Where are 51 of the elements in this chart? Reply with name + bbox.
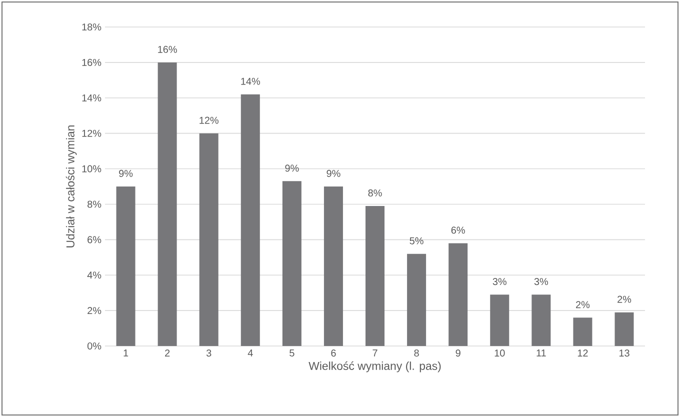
bar [324, 186, 343, 346]
y-tick-label: 8% [88, 200, 102, 208]
x-tick-label: 6 [331, 350, 336, 357]
x-tick-label: 10 [494, 350, 505, 357]
x-axis-title: Wielkość wymiany (l. pas) [308, 361, 441, 372]
y-tick-label: 14% [82, 94, 102, 102]
x-tick-label: 1 [124, 350, 128, 356]
x-tick-label: 13 [619, 350, 630, 357]
x-tick-label: 12 [578, 350, 588, 356]
bar [532, 294, 551, 346]
x-tick-label: 4 [248, 350, 253, 356]
bar [282, 181, 302, 346]
y-tick-label: 12% [82, 130, 102, 137]
y-tick-label: 10% [82, 165, 102, 172]
x-tick-label: 8 [414, 350, 419, 357]
y-tick-label: 0% [87, 342, 102, 350]
data-label: 2% [618, 296, 632, 303]
data-label: 3% [534, 278, 548, 286]
data-label: 12% [200, 116, 218, 124]
bar [366, 206, 385, 346]
data-label: 16% [158, 46, 177, 53]
bar [448, 243, 468, 346]
y-tick-label: 6% [88, 236, 102, 244]
x-tick-label: 5 [290, 350, 294, 356]
y-tick-label: 4% [87, 272, 102, 279]
data-label: 5% [410, 237, 424, 244]
y-tick-label: 18% [82, 23, 102, 31]
data-label: 9% [326, 170, 340, 177]
bar [158, 62, 177, 346]
x-tick-label: 7 [372, 350, 378, 356]
x-tick-label: 2 [165, 350, 170, 356]
y-tick-label: 16% [82, 58, 102, 66]
x-tick-label: 9 [456, 350, 460, 357]
data-label: 9% [119, 170, 133, 177]
bar [490, 294, 510, 346]
data-label: 2% [576, 301, 590, 308]
bar [240, 94, 260, 346]
bar [573, 318, 592, 346]
y-axis-title: Udział w całości wymian [66, 126, 77, 248]
x-tick-label: 11 [536, 350, 546, 356]
bar [407, 254, 426, 346]
x-tick-label: 3 [206, 350, 212, 357]
y-tick-label: 2% [88, 307, 102, 314]
data-label: 8% [368, 189, 382, 196]
data-label: 6% [451, 226, 465, 234]
data-label: 14% [241, 78, 260, 85]
bar [614, 312, 634, 346]
data-label: 3% [492, 278, 506, 286]
bar [199, 133, 218, 346]
data-label: 9% [285, 164, 299, 172]
bar [116, 186, 136, 346]
